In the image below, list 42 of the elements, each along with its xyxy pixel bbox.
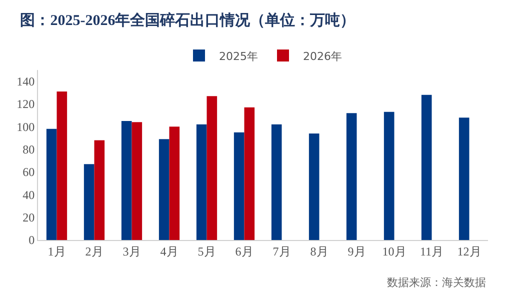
bar	[121, 121, 132, 240]
chart-title: 图：2025-2026年全国碎石出口情况（单位：万吨）	[20, 10, 356, 29]
y-tick-label: 40	[22, 188, 35, 202]
bar	[421, 94, 432, 240]
bar	[132, 122, 142, 240]
bar	[206, 96, 218, 240]
y-tick-label: 120	[16, 97, 35, 112]
bar	[94, 140, 105, 240]
source-note: 数据来源：海关数据	[387, 276, 486, 288]
bar	[384, 112, 394, 240]
bar	[458, 118, 470, 240]
y-tick-label: 20	[22, 210, 35, 225]
bar	[196, 124, 207, 240]
x-tick-label: 12月	[457, 244, 482, 258]
legend-label: 2025年	[219, 50, 258, 63]
bar	[46, 128, 57, 240]
x-tick-label: 6月	[235, 244, 254, 258]
bar	[308, 133, 320, 240]
x-tick-label: 4月	[160, 244, 178, 258]
x-tick-label: 3月	[122, 244, 141, 258]
bar	[169, 126, 180, 240]
x-tick-label: 11月	[420, 244, 444, 258]
y-tick-label: 100	[16, 120, 35, 134]
y-tick-label: 140	[16, 74, 35, 89]
bar	[346, 113, 357, 240]
x-tick-label: 9月	[348, 244, 366, 258]
x-tick-label: 10月	[382, 244, 406, 258]
bar	[234, 132, 244, 240]
x-tick-label: 7月	[272, 244, 291, 258]
x-tick-label: 1月	[48, 244, 66, 258]
x-tick-label: 2月	[85, 244, 104, 258]
bar	[84, 164, 94, 240]
y-tick-label: 80	[22, 142, 35, 157]
bar	[158, 139, 170, 240]
x-tick-label: 8月	[310, 244, 328, 258]
bar	[244, 107, 255, 240]
y-tick-label: 60	[22, 165, 35, 180]
x-tick-label: 5月	[198, 244, 216, 258]
bar	[271, 124, 282, 240]
bar	[56, 92, 68, 240]
y-tick-label: 0	[28, 233, 35, 248]
legend-label: 2026年	[303, 50, 342, 63]
